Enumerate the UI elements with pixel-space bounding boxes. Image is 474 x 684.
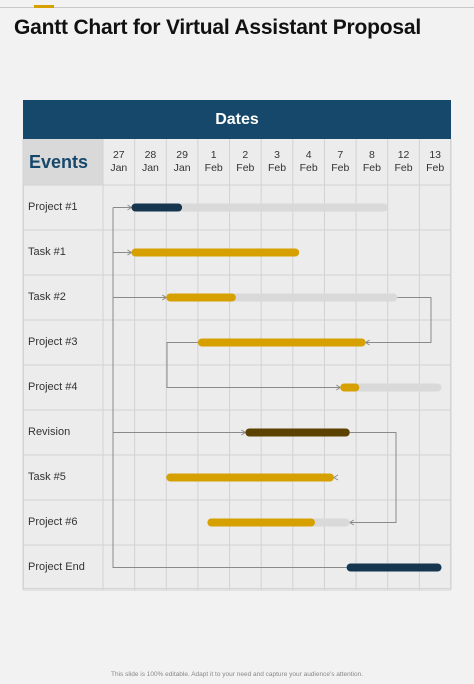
date-month: Feb [236,162,255,174]
date-header-cell: 12 Feb [388,139,420,185]
date-header-cell: 28 Jan [135,139,167,185]
date-header-cell: 2 Feb [230,139,262,185]
footer-note: This slide is 100% editable. Adapt it to… [110,671,363,678]
dependency-connector [112,207,347,568]
date-day: 13 [429,149,442,161]
date-header-cell: 29 Jan [166,139,198,185]
dependency-connector [365,297,432,343]
dependency-arrowhead [348,519,355,526]
date-header-cell: 8 Feb [356,139,388,185]
dependency-arrowhead [364,339,370,346]
event-label: Project #3 [28,335,78,348]
date-month: Feb [394,162,413,174]
gantt-bar [207,518,315,527]
dependency-connector [349,432,397,523]
date-month: Feb [362,162,381,174]
date-day: 1 [210,149,217,161]
date-month: Jan [173,162,191,174]
top-accent [34,5,54,8]
date-day: 29 [176,149,188,161]
date-month: Jan [110,162,128,174]
gantt-bar [131,203,183,212]
date-header-cell: 27 Jan [103,139,135,185]
gantt-bar [131,248,300,257]
gantt-bar [166,293,236,302]
date-month: Feb [267,162,287,174]
page-title: Gantt Chart for Virtual Assistant Propos… [14,16,422,39]
event-label: Revision [28,425,71,438]
date-day: 28 [144,149,157,161]
date-header-cell: 3 Feb [261,139,293,185]
gantt-bar [166,473,334,482]
event-label: Project End [28,560,85,573]
event-label: Task #2 [28,290,66,303]
date-month: Feb [331,162,350,174]
date-day: 4 [305,149,312,161]
gantt-bar [197,338,366,347]
gantt-bar [346,563,442,572]
dates-header: Dates [23,100,451,139]
date-month: Jan [141,162,159,174]
date-day: 3 [274,149,280,161]
event-label: Task #1 [28,245,66,258]
date-month: Feb [299,162,318,174]
event-label: Project #4 [28,380,78,393]
date-day: 8 [368,149,375,161]
dependency-arrowhead [333,474,339,481]
date-day: 12 [397,149,410,161]
gantt-track [131,203,388,212]
gantt-bar [245,428,350,437]
date-month: Feb [426,162,445,174]
event-label: Task #5 [28,470,66,483]
event-label: Project #6 [28,515,78,528]
date-day: 2 [242,149,249,161]
date-day: 7 [337,149,344,161]
gantt-track [340,383,442,392]
date-header-cell: 1 Feb [198,139,230,185]
date-day: 27 [112,149,125,161]
events-header: Events [23,139,103,185]
event-label: Project #1 [28,200,78,213]
date-header-cell: 7 Feb [324,139,356,185]
date-month: Feb [204,162,223,174]
gantt-bar [340,383,360,392]
dependency-connector [166,342,341,388]
top-rule [0,7,474,8]
date-header-cell: 4 Feb [293,139,325,185]
date-header-cell: 13 Feb [419,139,451,185]
